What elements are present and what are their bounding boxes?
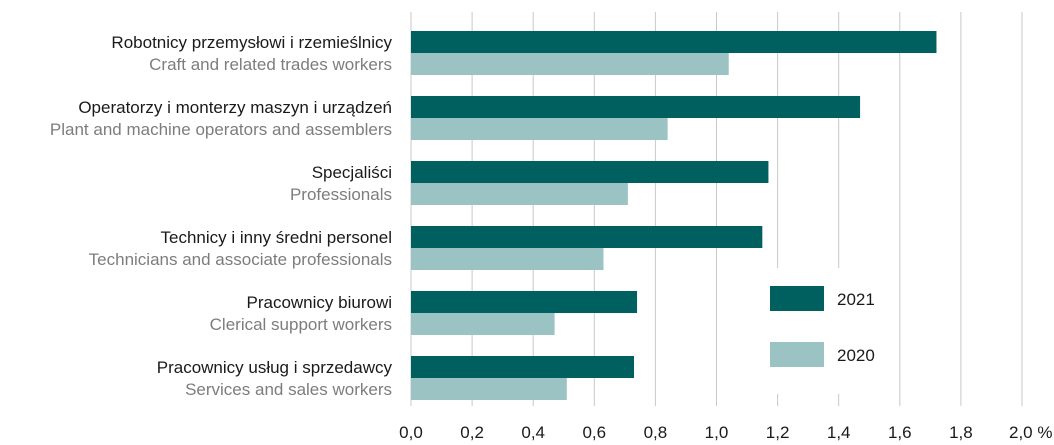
x-axis-ticks: 0,0 0,2 0,4 0,6 0,8 1,0 1,2 1,4 1,6 1,8 2,0 %: [399, 423, 1052, 442]
category-label-en-5: Services and sales workers: [185, 380, 392, 399]
x-tick-label-10: 2,0 %: [1009, 423, 1052, 442]
legend-label-2021: 2021: [837, 290, 875, 309]
x-tick-label-1: 0,2: [460, 423, 484, 442]
bar-2020-4: [411, 313, 555, 335]
bar-2021-2: [411, 161, 769, 183]
x-tick-label-5: 1,0: [705, 423, 729, 442]
category-label-en-3: Technicians and associate professionals: [89, 250, 392, 269]
x-tick-label-0: 0,0: [399, 423, 423, 442]
category-label-pl-3: Technicy i inny średni personel: [160, 228, 392, 247]
bar-2020-3: [411, 248, 604, 270]
legend: 2021 2020: [751, 268, 893, 394]
category-label-pl-0: Robotnicy przemysłowi i rzemieślnicy: [111, 33, 392, 52]
x-tick-label-7: 1,4: [827, 423, 851, 442]
bars: [411, 31, 937, 400]
category-label-en-2: Professionals: [290, 185, 392, 204]
x-tick-label-3: 0,6: [582, 423, 606, 442]
x-tick-label-2: 0,4: [521, 423, 545, 442]
x-tick-label-8: 1,6: [888, 423, 912, 442]
category-label-en-1: Plant and machine operators and assemble…: [50, 120, 392, 139]
x-tick-label-4: 0,8: [644, 423, 668, 442]
bar-2021-1: [411, 96, 861, 118]
bar-2020-1: [411, 118, 668, 140]
legend-label-2020: 2020: [837, 346, 875, 365]
bar-2020-0: [411, 53, 729, 75]
bar-2021-3: [411, 226, 763, 248]
x-tick-label-6: 1,2: [766, 423, 790, 442]
category-label-pl-5: Pracownicy usług i sprzedawcy: [157, 358, 393, 377]
bar-2021-4: [411, 291, 638, 313]
bar-2021-5: [411, 356, 635, 378]
category-label-pl-1: Operatorzy i monterzy maszyn i urządzeń: [78, 98, 392, 117]
category-labels: Robotnicy przemysłowi i rzemieślnicy Craf…: [50, 33, 393, 399]
bar-2021-0: [411, 31, 937, 53]
category-label-pl-4: Pracownicy biurowi: [247, 293, 393, 312]
legend-swatch-2020: [770, 342, 824, 367]
x-tick-label-9: 1,8: [949, 423, 973, 442]
category-label-en-0: Craft and related trades workers: [149, 55, 392, 74]
legend-swatch-2021: [770, 286, 824, 311]
bar-2020-2: [411, 183, 628, 205]
bar-2020-5: [411, 378, 567, 400]
category-label-pl-2: Specjaliści: [312, 163, 392, 182]
gridlines: [410, 12, 1023, 406]
category-label-en-4: Clerical support workers: [210, 315, 392, 334]
